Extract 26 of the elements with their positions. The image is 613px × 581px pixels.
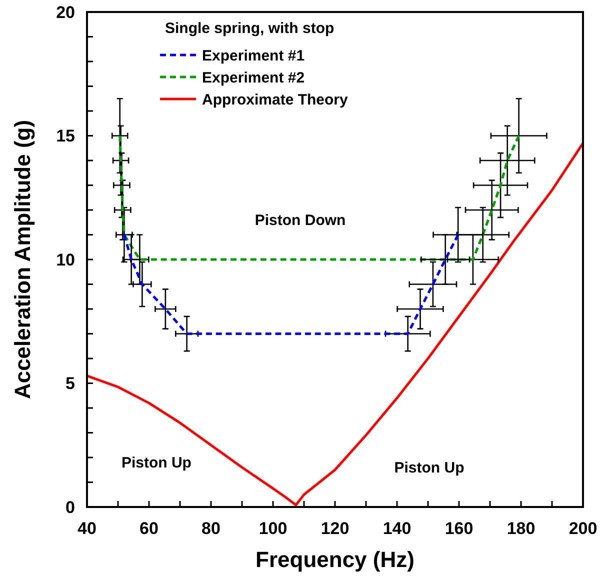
x-tick-label: 160 <box>444 519 474 538</box>
y-tick-label: 0 <box>66 498 75 517</box>
annotation: Piston Up <box>394 460 464 477</box>
legend-title: Single spring, with stop <box>165 20 334 37</box>
x-tick-label: 200 <box>568 519 598 538</box>
line-series <box>118 134 520 261</box>
legend-label: Experiment #2 <box>202 69 305 86</box>
x-tick-label: 40 <box>78 519 96 538</box>
legend-label: Approximate Theory <box>202 91 349 108</box>
y-tick-label: 15 <box>56 126 75 146</box>
annotation: Piston Down <box>254 212 346 230</box>
y-tick-label: 10 <box>56 250 75 270</box>
y-axis-title: Acceleration Amplitude (g) <box>10 120 35 400</box>
x-tick-label: 180 <box>506 519 536 538</box>
x-tick-label: 80 <box>202 519 220 538</box>
x-tick-label: 100 <box>258 519 288 538</box>
x-axis-title: Frequency (Hz) <box>256 547 414 572</box>
y-tick-label: 5 <box>66 374 75 394</box>
x-tick-label: 140 <box>382 519 412 538</box>
x-tick-label: 120 <box>320 519 350 538</box>
line-series <box>86 142 584 506</box>
y-tick-label: 20 <box>56 2 75 22</box>
legend-label: Experiment #1 <box>202 47 305 64</box>
annotation: Piston Up <box>121 454 192 472</box>
x-tick-label: 60 <box>140 519 158 538</box>
line-series <box>122 234 460 335</box>
